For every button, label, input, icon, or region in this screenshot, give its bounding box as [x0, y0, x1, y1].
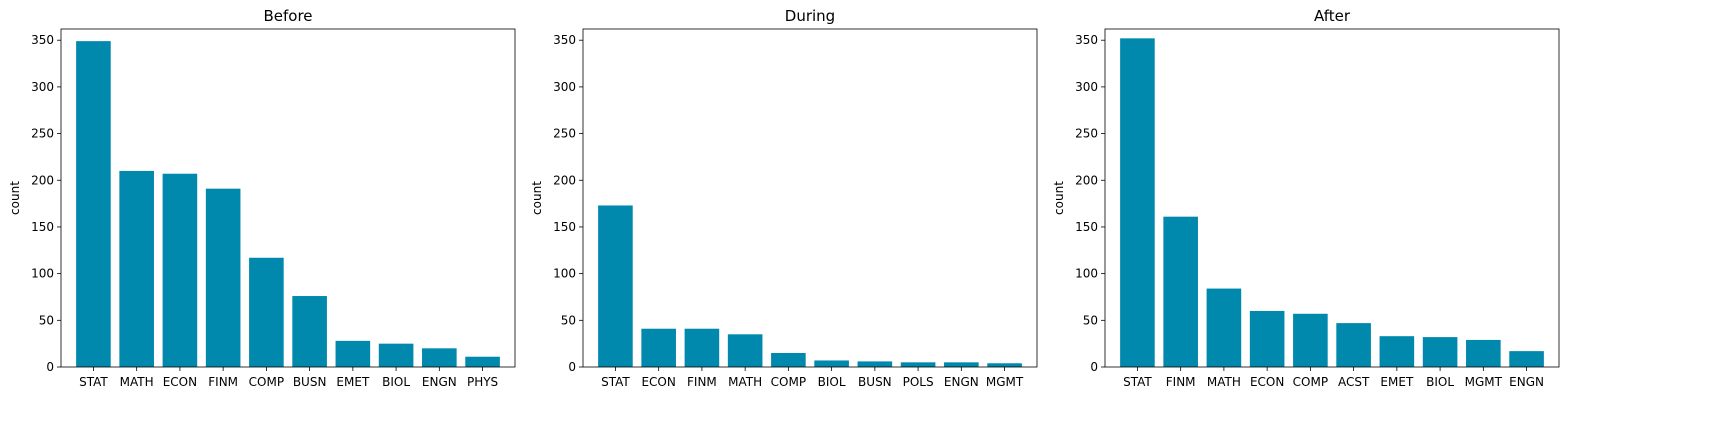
- y-axis-label: count: [1052, 181, 1066, 215]
- axes-frame: [60, 28, 516, 368]
- bar-acst: [1336, 323, 1371, 367]
- x-tick-label: BUSN: [858, 375, 892, 389]
- bar-mgmt: [1466, 339, 1501, 367]
- x-tick-label: STAT: [1123, 375, 1152, 389]
- y-tick-label: 50: [561, 313, 576, 327]
- x-tick-label: POLS: [903, 375, 934, 389]
- bar-finm: [205, 188, 241, 367]
- bar-emet: [1379, 336, 1415, 367]
- bar-comp: [249, 257, 284, 367]
- y-tick-label: 300: [1075, 80, 1098, 94]
- y-tick-label: 200: [31, 173, 54, 187]
- y-tick-label: 50: [1083, 313, 1098, 327]
- chart-title: After: [1314, 7, 1351, 25]
- bar-econ: [1249, 310, 1285, 367]
- x-tick-label: MATH: [1207, 375, 1241, 389]
- y-tick-label: 250: [1075, 127, 1098, 141]
- y-axis-label: count: [530, 181, 544, 215]
- chart-title: Before: [263, 7, 312, 25]
- bar-biol: [814, 360, 849, 367]
- bar-econ: [162, 173, 198, 367]
- x-tick-label: ECON: [641, 375, 675, 389]
- x-tick-label: STAT: [601, 375, 630, 389]
- y-tick-label: 300: [31, 80, 54, 94]
- bar-finm: [1163, 216, 1198, 367]
- x-tick-label: MGMT: [986, 375, 1024, 389]
- x-tick-label: FINM: [208, 375, 238, 389]
- x-tick-label: FINM: [687, 375, 717, 389]
- y-tick-label: 250: [31, 127, 54, 141]
- x-tick-label: ENGN: [1509, 375, 1544, 389]
- y-tick-label: 150: [553, 220, 576, 234]
- bar-math: [1206, 288, 1242, 367]
- x-tick-label: BIOL: [382, 375, 410, 389]
- y-tick-label: 350: [31, 33, 54, 47]
- y-tick-label: 150: [31, 220, 54, 234]
- bar-biol: [1422, 337, 1458, 367]
- bar-engn: [944, 362, 979, 367]
- y-axis-label: count: [8, 181, 22, 215]
- bar-pols: [900, 362, 936, 367]
- bar-phys: [465, 356, 500, 367]
- x-tick-label: MGMT: [1465, 375, 1503, 389]
- y-tick-label: 250: [553, 127, 576, 141]
- chart-title: During: [785, 7, 835, 25]
- x-tick-label: STAT: [79, 375, 108, 389]
- y-tick-label: 0: [1090, 360, 1098, 374]
- y-tick-label: 100: [1075, 267, 1098, 281]
- x-tick-label: PHYS: [467, 375, 498, 389]
- y-tick-label: 350: [1075, 33, 1098, 47]
- y-tick-label: 100: [31, 267, 54, 281]
- bar-math: [727, 334, 763, 367]
- x-tick-label: COMP: [771, 375, 806, 389]
- x-tick-label: COMP: [249, 375, 284, 389]
- x-tick-label: BIOL: [818, 375, 846, 389]
- bar-mgmt: [987, 363, 1022, 367]
- bar-stat: [76, 41, 111, 367]
- bar-emet: [335, 340, 371, 367]
- bar-math: [119, 170, 154, 367]
- chart-panel-after: STAT FINM MATH ECON COMP ACST EMET BIOL MGMT ENGN…: [1052, 7, 1560, 389]
- chart-panel-before: STAT MATH ECON FINM COMP BUSN EMET BIOL ENGN PHYS…: [8, 7, 516, 389]
- y-tick-label: 50: [39, 313, 54, 327]
- y-tick-label: 350: [553, 33, 576, 47]
- bar-stat: [598, 205, 633, 367]
- y-tick-label: 100: [553, 267, 576, 281]
- bar-busn: [292, 296, 327, 367]
- chart-panel-during: STAT ECON FINM MATH COMP BIOL BUSN POLS ENGN MGMT…: [530, 7, 1038, 389]
- bar-engn: [422, 348, 457, 367]
- x-tick-label: MATH: [120, 375, 154, 389]
- bar-engn: [1509, 351, 1544, 367]
- bar-stat: [1120, 38, 1155, 368]
- bar-biol: [378, 343, 414, 367]
- x-tick-label: EMET: [336, 375, 370, 389]
- y-tick-label: 0: [46, 360, 54, 374]
- x-tick-label: BUSN: [293, 375, 327, 389]
- bar-comp: [1293, 313, 1328, 367]
- x-tick-label: MATH: [728, 375, 762, 389]
- x-tick-label: ENGN: [422, 375, 457, 389]
- x-tick-label: ACST: [1338, 375, 1370, 389]
- y-tick-label: 0: [568, 360, 576, 374]
- axes-frame: [1104, 28, 1560, 368]
- bar-finm: [684, 328, 720, 367]
- x-tick-label: BIOL: [1426, 375, 1454, 389]
- bar-comp: [771, 352, 806, 367]
- bar-busn: [857, 361, 893, 367]
- bar-econ: [641, 328, 676, 367]
- y-tick-label: 150: [1075, 220, 1098, 234]
- y-tick-label: 200: [1075, 173, 1098, 187]
- y-tick-label: 300: [553, 80, 576, 94]
- x-tick-label: COMP: [1293, 375, 1328, 389]
- y-tick-label: 200: [553, 173, 576, 187]
- x-tick-label: ECON: [1250, 375, 1284, 389]
- x-tick-label: FINM: [1166, 375, 1196, 389]
- axes-frame: [582, 28, 1038, 368]
- x-tick-label: ENGN: [944, 375, 979, 389]
- x-tick-label: EMET: [1380, 375, 1414, 389]
- x-tick-label: ECON: [163, 375, 197, 389]
